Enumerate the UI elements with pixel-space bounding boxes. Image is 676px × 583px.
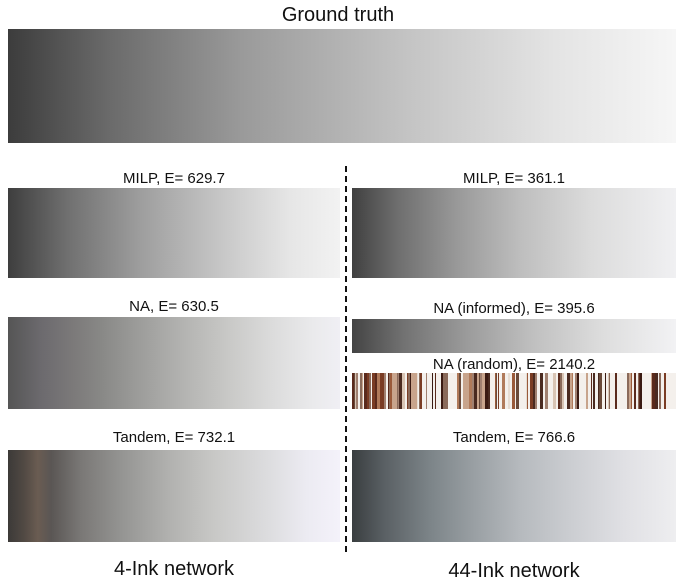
column-divider	[345, 166, 347, 552]
right-na-random-label: NA (random), E= 2140.2	[432, 356, 596, 373]
left-tandem-gradient	[8, 450, 340, 542]
right-na-informed-gradient	[352, 319, 676, 353]
right-na-random-bars	[352, 373, 676, 409]
left-na-label: NA, E= 630.5	[129, 298, 219, 315]
right-na-informed-label: NA (informed), E= 395.6	[433, 300, 595, 317]
left-milp-gradient	[8, 188, 340, 278]
right-milp-label: MILP, E= 361.1	[463, 170, 565, 187]
right-milp-gradient	[352, 188, 676, 278]
left-caption: 4-Ink network	[113, 558, 235, 580]
right-tandem-gradient	[352, 450, 676, 542]
right-tandem-label: Tandem, E= 766.6	[452, 429, 576, 446]
left-na-gradient	[8, 317, 340, 409]
left-tandem-label: Tandem, E= 732.1	[112, 429, 236, 446]
right-caption: 44-Ink network	[448, 560, 580, 582]
random-stripes	[352, 373, 666, 409]
left-milp-label: MILP, E= 629.7	[123, 170, 225, 187]
ground-truth-title: Ground truth	[281, 4, 395, 26]
ground-truth-gradient	[8, 29, 676, 143]
